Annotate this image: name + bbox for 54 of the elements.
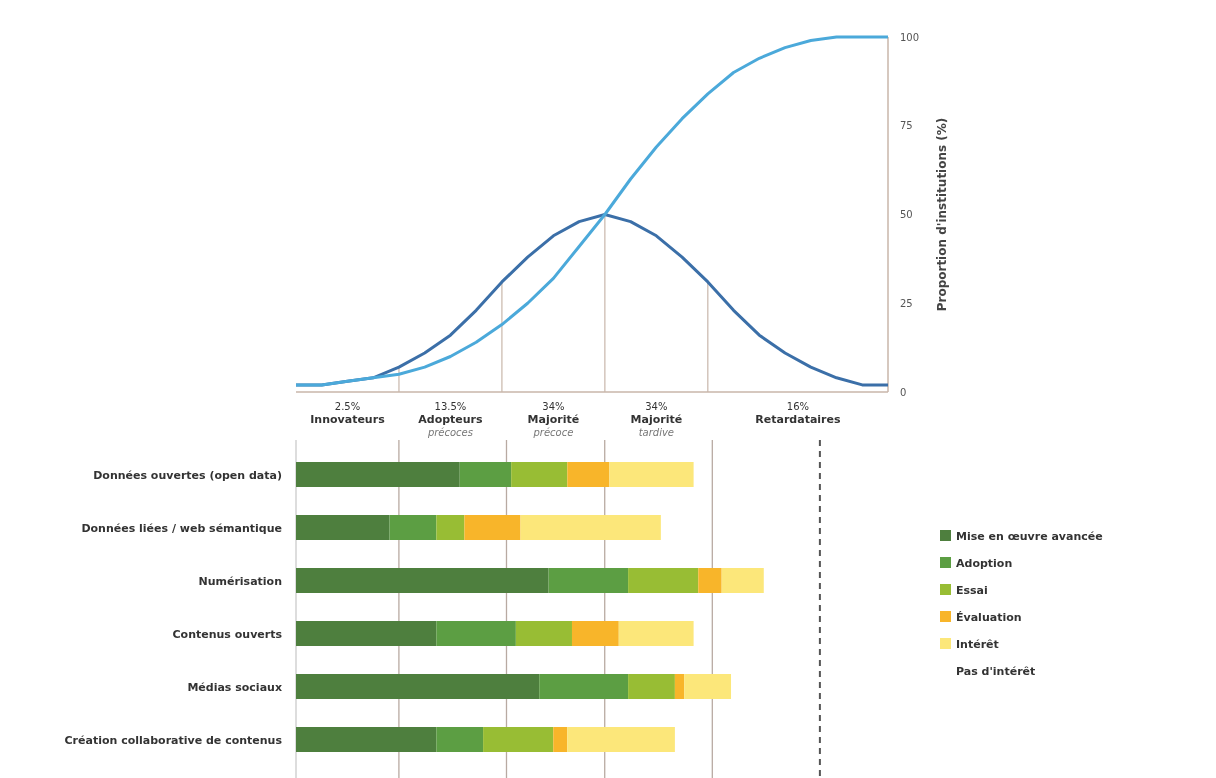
legend-label: Évaluation bbox=[956, 611, 1022, 624]
bar bbox=[389, 515, 437, 540]
y-tick-label: Données liées / web sémantique bbox=[81, 521, 282, 535]
bar bbox=[698, 568, 722, 593]
y-tick-label: Numérisation bbox=[198, 574, 282, 588]
text: 2.5% Innovateurs bbox=[310, 401, 386, 426]
bar bbox=[296, 674, 540, 699]
y-tick-label: Création collaborative de contenus bbox=[64, 733, 283, 747]
y-tick-label: Contenus ouverts bbox=[172, 627, 283, 641]
bar bbox=[296, 621, 437, 646]
bar bbox=[628, 674, 675, 699]
bar bbox=[539, 674, 629, 699]
bar bbox=[296, 727, 437, 752]
legend-label: Mise en œuvre avancée bbox=[956, 530, 1103, 543]
bar bbox=[515, 621, 572, 646]
bar bbox=[464, 515, 521, 540]
text: 16% Retardataires bbox=[755, 401, 841, 426]
bar bbox=[618, 621, 694, 646]
bar bbox=[609, 462, 694, 487]
text: 34% Majorité précoce bbox=[527, 401, 580, 438]
text: 34% Majorité tardive bbox=[630, 401, 683, 438]
bar bbox=[436, 515, 465, 540]
bar bbox=[296, 462, 460, 487]
bar bbox=[567, 462, 610, 487]
line-series bbox=[294, 35, 890, 387]
y-tick-label: Médias sociaux bbox=[187, 680, 282, 694]
y-tick-label: 0 bbox=[900, 386, 907, 398]
bar bbox=[520, 515, 661, 540]
y-tick-label: 100 bbox=[900, 31, 920, 43]
y-axis-title: Proportion d'institutions (%) bbox=[935, 117, 949, 312]
bar bbox=[548, 568, 629, 593]
text: 13.5% Adopteurs précoces bbox=[418, 401, 484, 438]
text: Pas d'intérêt bbox=[956, 665, 1036, 678]
y-tick-label: 75 bbox=[900, 120, 913, 132]
legend-label: Adoption bbox=[956, 557, 1013, 570]
bar bbox=[511, 462, 568, 487]
bar bbox=[459, 462, 512, 487]
bar bbox=[436, 621, 516, 646]
bar bbox=[628, 568, 699, 593]
y-tick-label: Données ouvertes (open data) bbox=[93, 468, 282, 482]
bar bbox=[483, 727, 554, 752]
bar bbox=[436, 727, 484, 752]
bar bbox=[674, 674, 685, 699]
bar bbox=[567, 727, 675, 752]
bar bbox=[721, 568, 764, 593]
bar bbox=[296, 515, 390, 540]
bar bbox=[684, 674, 732, 699]
bar bbox=[571, 621, 619, 646]
y-tick-label: 25 bbox=[900, 297, 913, 309]
bar bbox=[296, 568, 549, 593]
bar bbox=[553, 727, 568, 752]
legend-label: Essai bbox=[956, 584, 988, 597]
legend-label: Intérêt bbox=[956, 638, 999, 651]
y-tick-label: 50 bbox=[900, 209, 913, 220]
